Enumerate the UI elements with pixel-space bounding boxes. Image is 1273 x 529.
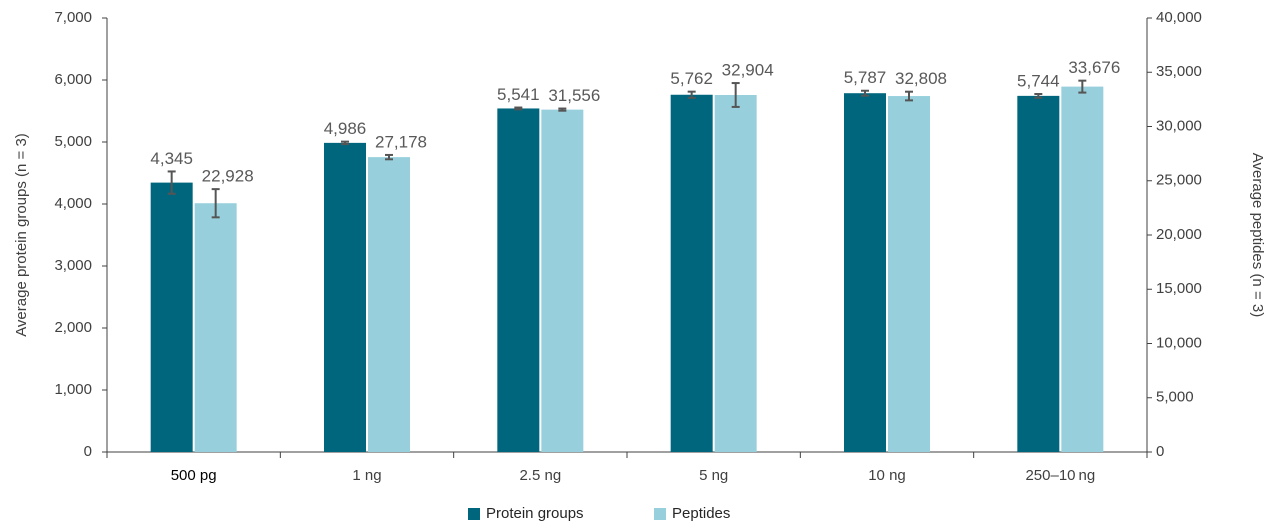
bar-peptides — [194, 203, 237, 452]
data-label-peptides: 31,556 — [548, 86, 600, 105]
y-tick-label-left: 2,000 — [54, 319, 92, 336]
legend-label-protein-groups: Protein groups — [486, 505, 584, 522]
y-tick-label-right: 20,000 — [1156, 226, 1202, 243]
x-tick-label: 250–10 ng — [1025, 467, 1095, 484]
bar-peptides — [888, 96, 930, 452]
data-label-protein-groups: 4,345 — [150, 149, 193, 168]
axes: 0 1,000 2,000 3,000 4,000 5,000 6,000 7,000 0 5,0… — [54, 9, 1201, 484]
bar-protein-groups — [670, 94, 713, 453]
y-tick-label-right: 0 — [1156, 443, 1164, 460]
y-tick-label-left: 1,000 — [54, 381, 92, 398]
x-tick-label: 2.5 ng — [519, 467, 561, 484]
bar-protein-groups — [1017, 95, 1060, 452]
data-label-protein-groups: 4,986 — [324, 119, 367, 138]
data-label-protein-groups: 5,762 — [670, 69, 713, 88]
bars — [150, 79, 1104, 453]
x-tick-label: 500 pg — [171, 467, 217, 484]
bar-peptides — [714, 94, 757, 452]
bar-protein-groups — [844, 93, 886, 453]
y-tick-label-left: 0 — [84, 443, 92, 460]
data-label-peptides: 32,904 — [722, 61, 774, 80]
y-tick-label-right: 35,000 — [1156, 63, 1202, 80]
legend-swatch-peptides — [654, 508, 666, 520]
y-tick-label-left: 4,000 — [54, 195, 92, 212]
y-tick-label-right: 5,000 — [1156, 389, 1194, 406]
bar-protein-groups — [150, 182, 193, 453]
y-tick-label-right: 30,000 — [1156, 117, 1202, 134]
data-label-peptides: 22,928 — [202, 167, 254, 186]
x-tick-label: 1 ng — [352, 467, 381, 484]
y-axis-label-right: Average peptides (n = 3) — [1249, 153, 1266, 317]
bar-peptides — [368, 157, 410, 452]
data-label-protein-groups: 5,787 — [844, 68, 887, 87]
data-label-peptides: 32,808 — [895, 69, 947, 88]
bar-peptides — [1061, 86, 1104, 452]
y-tick-label-right: 10,000 — [1156, 334, 1202, 351]
y-tick-label-right: 25,000 — [1156, 172, 1202, 189]
x-tick-label: 10 ng — [868, 467, 906, 484]
data-label-peptides: 33,676 — [1068, 58, 1120, 77]
y-tick-label-left: 7,000 — [54, 9, 92, 26]
legend-swatch-protein-groups — [468, 508, 480, 520]
y-tick-label-left: 6,000 — [54, 71, 92, 88]
y-tick-label-right: 15,000 — [1156, 280, 1202, 297]
bar-peptides — [541, 109, 584, 452]
legend-label-peptides: Peptides — [672, 505, 730, 522]
y-axis-label-left: Average protein groups (n = 3) — [13, 133, 30, 337]
data-label-protein-groups: 5,541 — [497, 85, 540, 104]
bar-protein-groups — [497, 108, 540, 452]
y-tick-label-left: 5,000 — [54, 133, 92, 150]
x-tick-label: 5 ng — [699, 467, 728, 484]
data-labels: 4,345 22,928 4,986 27,178 5,541 31,556 5,762 32… — [150, 58, 1120, 185]
data-label-peptides: 27,178 — [375, 132, 427, 151]
y-tick-label-right: 40,000 — [1156, 9, 1202, 26]
data-label-protein-groups: 5,744 — [1017, 71, 1060, 90]
y-tick-label-left: 3,000 — [54, 257, 92, 274]
legend: Protein groups Peptides — [468, 505, 730, 522]
bar-protein-groups — [324, 142, 366, 453]
